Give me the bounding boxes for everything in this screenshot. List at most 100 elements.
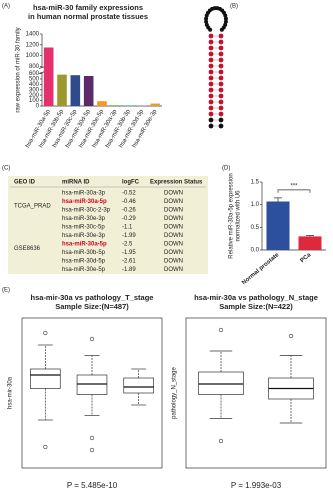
structure-node (218, 63, 224, 69)
expression-status: DOWN (164, 216, 183, 222)
structure-node (208, 105, 214, 111)
y-tick-label: 500 (29, 77, 40, 83)
structure-node (208, 111, 214, 117)
mirna-id: hsa-miR-30c-5p (62, 225, 105, 231)
y-tick-label: 600 (29, 71, 40, 77)
structure-node (208, 99, 214, 105)
structure-node (208, 81, 214, 87)
logfc: -1.1 (122, 225, 133, 231)
logfc: -0.46 (122, 199, 136, 205)
structure-node (218, 75, 224, 81)
structure-node (204, 16, 209, 21)
structure-node (208, 51, 214, 57)
y-tick-label: 0.5 (251, 225, 260, 231)
structure-node (204, 19, 209, 24)
outlier (89, 447, 95, 453)
expression-status: DOWN (164, 208, 183, 214)
structure-node (208, 87, 214, 93)
panel-label: (A) (2, 4, 10, 10)
expression-status: DOWN (164, 250, 183, 256)
structure-node (223, 16, 228, 21)
mirna-id: hsa-miR-30e-3p (62, 233, 106, 239)
y-axis-label: hsa-mir-30a (8, 376, 14, 409)
significance-bracket (277, 189, 311, 193)
box (76, 374, 108, 395)
p-value: P = 1.993e-03 (231, 481, 282, 490)
outlier (218, 327, 224, 333)
bar (83, 76, 94, 106)
box (198, 371, 244, 395)
chart-title: hsa-miR-30 family expressions (33, 3, 143, 12)
bar (70, 75, 81, 106)
y-axis-label: Relative miR-30a-5p expression (229, 173, 235, 258)
y-tick-label: 800 (29, 64, 40, 70)
bar (97, 101, 107, 106)
significance-label: *** (290, 183, 298, 189)
expression-status: DOWN (164, 242, 183, 248)
structure-node (208, 33, 214, 39)
x-tick-label: PCa (300, 252, 313, 265)
box (30, 368, 61, 389)
y-tick-label: 1200 (26, 42, 40, 48)
structure-node (218, 93, 224, 99)
table-header: miRNA ID (62, 180, 90, 186)
structure-node (218, 69, 224, 75)
y-tick-label: 0 (36, 104, 40, 110)
structure-node (223, 13, 228, 18)
outlier (43, 330, 48, 336)
plot-frame (185, 317, 327, 469)
mirna-id: hsa-miR-30b-5p (62, 250, 106, 256)
table-header: GEO ID (14, 180, 36, 186)
logfc: -2.5 (122, 242, 133, 248)
y-axis-label: raw expression of miR-30 family (16, 27, 22, 112)
y-axis-label: normalized with U6 (236, 190, 242, 242)
chart-title: Sample Size:(N=487) (55, 302, 129, 311)
mirna-id: hsa-miR-30a-3p (62, 191, 106, 197)
chart-title: hsa-mir-30a vs pathology_T_stage (31, 293, 154, 302)
error-bar (274, 197, 282, 202)
panel-label: (B) (230, 4, 238, 10)
y-tick-label: 1.5 (251, 180, 260, 186)
logfc: -0.29 (122, 216, 136, 222)
logfc: -0.52 (122, 191, 136, 197)
geo-id: GSE8636 (14, 246, 41, 252)
x-tick-label: Normal prostate (241, 252, 281, 287)
box (123, 377, 154, 394)
p-value: P = 5.485e-10 (67, 481, 118, 490)
structure-node (208, 69, 214, 75)
expression-status: DOWN (164, 199, 183, 205)
logfc: -0.26 (122, 208, 136, 214)
bar (43, 47, 54, 106)
y-tick-label: 100 (29, 98, 40, 104)
y-tick-label: 1000 (26, 53, 40, 59)
mirna-id: hsa-miR-30a-5p (62, 242, 107, 248)
structure-node (218, 39, 224, 45)
structure-node (223, 19, 228, 24)
logfc: -1.95 (122, 250, 136, 256)
expression-status: DOWN (164, 267, 183, 273)
logfc: -1.99 (122, 233, 136, 239)
y-tick-label: 1.0 (251, 202, 260, 208)
plot-frame (21, 317, 163, 469)
bar (110, 105, 121, 106)
structure-node (218, 111, 224, 117)
panel-label: (D) (222, 166, 230, 172)
expression-status: DOWN (164, 191, 183, 197)
bar (266, 201, 290, 250)
structure-node (208, 123, 214, 129)
y-tick-label: 1400 (26, 32, 40, 38)
panel-label: (C) (2, 166, 10, 172)
y-tick-label: 400 (29, 82, 40, 88)
chart-title: in human normal prostate tissues (28, 12, 148, 21)
error-bar (306, 235, 314, 237)
logfc: -1.89 (122, 267, 136, 273)
structure-node (208, 93, 214, 99)
structure-node (208, 75, 214, 81)
table-background (8, 176, 208, 274)
structure-node (204, 22, 209, 27)
geo-id: TCGA_PRAD (14, 203, 51, 209)
mirna-id: hsa-miR-30e-3p (62, 216, 106, 222)
bar (57, 74, 67, 106)
structure-node (218, 57, 224, 63)
